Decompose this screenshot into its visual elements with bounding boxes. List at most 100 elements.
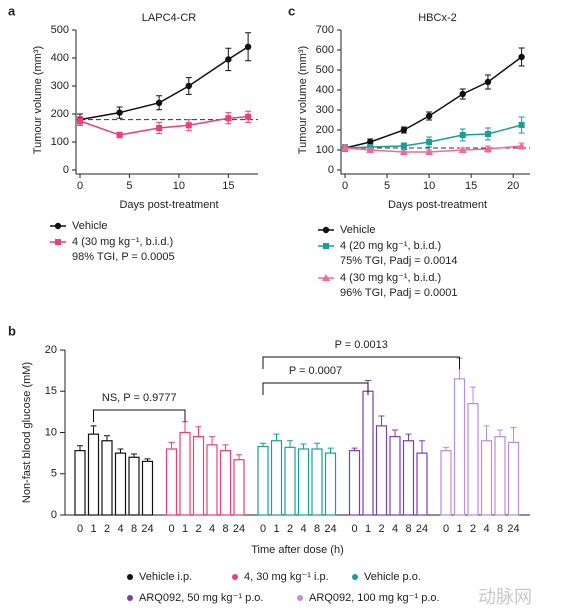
error-bar <box>168 441 175 449</box>
bar <box>87 433 100 516</box>
bracket <box>262 382 369 395</box>
x-tick-label: 0 <box>351 523 357 535</box>
marker <box>426 139 433 145</box>
x-tick-label: 8 <box>405 523 411 535</box>
bar <box>453 378 466 516</box>
bar <box>270 440 283 516</box>
bar <box>101 440 113 516</box>
legend-note: 96% TGI, Padj = 0.0001 <box>340 287 458 299</box>
legend-note: 98% TGI, P = 0.0005 <box>72 251 175 263</box>
legend-marker <box>127 595 133 601</box>
marker <box>244 43 252 50</box>
x-tick-label: 0 <box>443 523 449 535</box>
x-tick-label: 1 <box>90 523 96 535</box>
annotation: NS, P = 0.9777 <box>102 392 177 404</box>
legend-label: ARQ092, 50 mg kg⁻¹ p.o. <box>139 592 263 604</box>
bar <box>480 440 493 516</box>
error-bar <box>510 427 517 443</box>
marker <box>484 131 491 137</box>
x-tick-label: 1 <box>365 523 371 535</box>
bar <box>375 425 388 516</box>
x-tick-label: 24 <box>233 523 245 535</box>
y-tick-label: 5 <box>51 468 57 480</box>
x-tick-label: 8 <box>222 523 228 535</box>
x-tick-label: 2 <box>378 523 384 535</box>
marker <box>400 143 407 149</box>
marker <box>458 146 467 153</box>
error-bar <box>470 386 476 404</box>
x-tick-label: 4 <box>209 523 215 535</box>
x-axis-label: Days post-treatment <box>119 199 218 211</box>
legend-marker <box>297 595 303 601</box>
marker <box>483 145 492 152</box>
marker <box>225 56 232 63</box>
series-line <box>79 46 249 121</box>
y-tick-label: 200 <box>316 124 334 136</box>
x-tick-label: 2 <box>195 523 201 535</box>
y-tick-label: 700 <box>316 24 334 36</box>
bar <box>440 450 452 516</box>
error-bar <box>392 429 398 437</box>
x-tick-label: 20 <box>507 180 519 192</box>
legend-marker <box>55 239 61 245</box>
axes <box>340 30 530 175</box>
y-tick-label: 100 <box>51 136 69 148</box>
y-axis-label: Tumour volume (mm³) <box>32 46 44 154</box>
axes <box>75 30 258 175</box>
error-bar <box>77 445 83 451</box>
error-bar <box>351 447 358 451</box>
error-bar <box>419 440 425 454</box>
error-bar <box>287 440 293 448</box>
x-tick-label: 4 <box>117 523 123 535</box>
error-bar <box>131 453 137 458</box>
x-tick-label: 1 <box>182 523 188 535</box>
marker <box>155 99 163 107</box>
x-tick-label: 8 <box>314 523 320 535</box>
x-tick-label: 8 <box>131 523 137 535</box>
x-tick-label: 0 <box>342 180 348 192</box>
bar <box>402 440 415 516</box>
marker <box>484 78 492 86</box>
x-axis-label: Days post-treatment <box>388 199 487 211</box>
error-bar <box>144 458 151 462</box>
marker <box>116 109 123 116</box>
bar <box>467 403 479 516</box>
x-tick-label: 1 <box>456 523 462 535</box>
y-tick-label: 300 <box>316 104 334 116</box>
x-tick-label: 1 <box>273 523 279 535</box>
error-bar <box>300 443 307 449</box>
marker <box>185 82 192 90</box>
bar <box>128 456 140 516</box>
y-tick-label: 500 <box>316 64 334 76</box>
bar <box>206 444 218 516</box>
marker <box>245 113 252 120</box>
legend-label: 4 (20 mg kg⁻¹, b.i.d.) <box>340 240 441 252</box>
error-bar <box>104 435 110 441</box>
y-tick-label: 100 <box>316 144 334 156</box>
bar <box>141 460 154 516</box>
error-bar <box>90 425 97 435</box>
bracket <box>93 409 186 422</box>
legend-marker <box>232 574 238 580</box>
y-axis-label: Non-fast blood glucose (mM) <box>21 362 33 503</box>
bar <box>165 448 178 516</box>
error-bar <box>483 425 490 441</box>
series-line <box>344 56 523 149</box>
legend-marker <box>127 574 133 580</box>
x-tick-label: 4 <box>483 523 489 535</box>
error-bar <box>182 421 188 433</box>
x-tick-label: 5 <box>384 180 390 192</box>
series-line <box>79 116 249 136</box>
x-tick-label: 5 <box>126 180 132 192</box>
error-bar <box>405 433 412 441</box>
marker <box>225 115 232 122</box>
x-axis-label: Time after dose (h) <box>251 544 344 556</box>
error-bar <box>443 446 449 451</box>
y-tick-label: 0 <box>63 164 69 176</box>
y-tick-label: 0 <box>51 509 57 521</box>
x-tick-label: 24 <box>141 523 153 535</box>
legend-marker <box>352 574 358 580</box>
annotation: P = 0.0007 <box>289 365 342 377</box>
bar <box>311 448 323 516</box>
bar <box>114 452 127 516</box>
